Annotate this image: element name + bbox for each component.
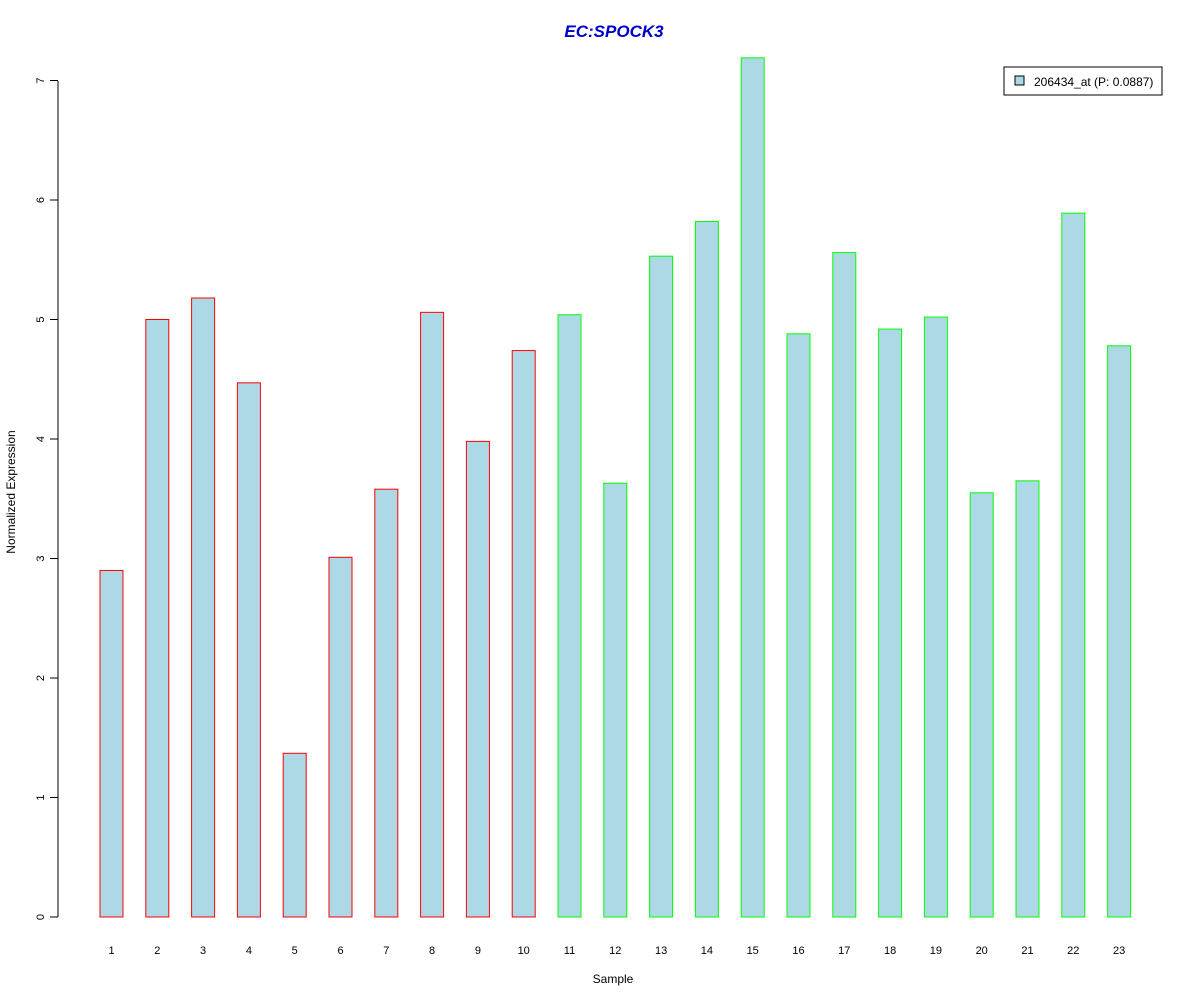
bar-sample-15 bbox=[740, 57, 765, 918]
bar-sample-12 bbox=[603, 482, 628, 918]
bar-sample-20 bbox=[969, 492, 994, 918]
x-tick-label: 23 bbox=[1113, 945, 1125, 957]
x-axis-tick-labels: 1 2 3 4 5 6 7 8 9 10 11 12 13 14 15 16 17 18 19 20 21 22 23 bbox=[108, 945, 1125, 957]
y-tick-label: 2 bbox=[35, 675, 47, 681]
bar-sample-14 bbox=[694, 221, 719, 918]
x-tick-label: 20 bbox=[976, 945, 988, 957]
bar-sample-21 bbox=[1015, 480, 1040, 918]
x-tick-label: 9 bbox=[475, 945, 481, 957]
y-tick-label: 5 bbox=[35, 316, 47, 322]
bar-sample-13 bbox=[649, 255, 674, 918]
x-tick-label: 7 bbox=[383, 945, 389, 957]
x-tick-label: 3 bbox=[200, 945, 206, 957]
bar-sample-3 bbox=[191, 297, 216, 918]
bar-sample-9 bbox=[465, 440, 490, 918]
x-tick-label: 13 bbox=[655, 945, 667, 957]
y-tick-label: 4 bbox=[35, 436, 47, 442]
x-tick-label: 22 bbox=[1067, 945, 1079, 957]
x-axis-label: Sample bbox=[593, 972, 634, 986]
bar-sample-16 bbox=[786, 333, 811, 918]
legend: 206434_at (P: 0.0887) bbox=[1003, 66, 1163, 96]
x-tick-label: 8 bbox=[429, 945, 435, 957]
bar-sample-11 bbox=[557, 314, 582, 918]
bar-sample-17 bbox=[832, 252, 857, 918]
x-tick-label: 2 bbox=[154, 945, 160, 957]
bar-sample-8 bbox=[420, 311, 445, 918]
bar-sample-10 bbox=[511, 350, 536, 918]
bar-sample-4 bbox=[236, 382, 261, 918]
x-tick-label: 12 bbox=[609, 945, 621, 957]
y-tick-label: 0 bbox=[35, 914, 47, 920]
x-tick-label: 15 bbox=[747, 945, 759, 957]
bar-sample-22 bbox=[1061, 212, 1086, 918]
x-tick-label: 18 bbox=[884, 945, 896, 957]
bars-group bbox=[99, 57, 1132, 918]
x-tick-label: 11 bbox=[564, 945, 575, 957]
x-tick-label: 19 bbox=[930, 945, 942, 957]
bar-sample-18 bbox=[878, 328, 903, 918]
x-tick-label: 16 bbox=[792, 945, 804, 957]
bar-sample-23 bbox=[1107, 345, 1132, 918]
x-tick-label: 17 bbox=[838, 945, 850, 957]
x-tick-label: 5 bbox=[292, 945, 298, 957]
y-tick-label: 1 bbox=[35, 794, 47, 800]
chart-title: EC:SPOCK3 bbox=[564, 22, 664, 41]
x-tick-label: 6 bbox=[337, 945, 343, 957]
bar-sample-7 bbox=[374, 488, 399, 918]
bar-sample-19 bbox=[923, 316, 948, 918]
x-tick-label: 4 bbox=[246, 945, 252, 957]
x-tick-label: 1 bbox=[108, 945, 114, 957]
legend-entry-label: 206434_at (P: 0.0887) bbox=[1034, 75, 1153, 89]
bar-sample-1 bbox=[99, 569, 124, 918]
y-axis-ticks: 0 1 2 3 4 5 6 7 bbox=[35, 77, 58, 920]
y-axis-label: Normalized Expression bbox=[4, 430, 18, 553]
bar-sample-6 bbox=[328, 556, 353, 918]
y-tick-label: 3 bbox=[35, 555, 47, 561]
x-tick-label: 14 bbox=[701, 945, 713, 957]
y-tick-label: 7 bbox=[35, 77, 47, 83]
legend-swatch bbox=[1014, 75, 1025, 86]
y-tick-label: 6 bbox=[35, 197, 47, 203]
legend-box bbox=[1003, 66, 1163, 96]
x-tick-label: 21 bbox=[1021, 945, 1033, 957]
x-tick-label: 10 bbox=[518, 945, 530, 957]
bar-sample-5 bbox=[282, 752, 307, 918]
bar-sample-2 bbox=[145, 319, 170, 918]
